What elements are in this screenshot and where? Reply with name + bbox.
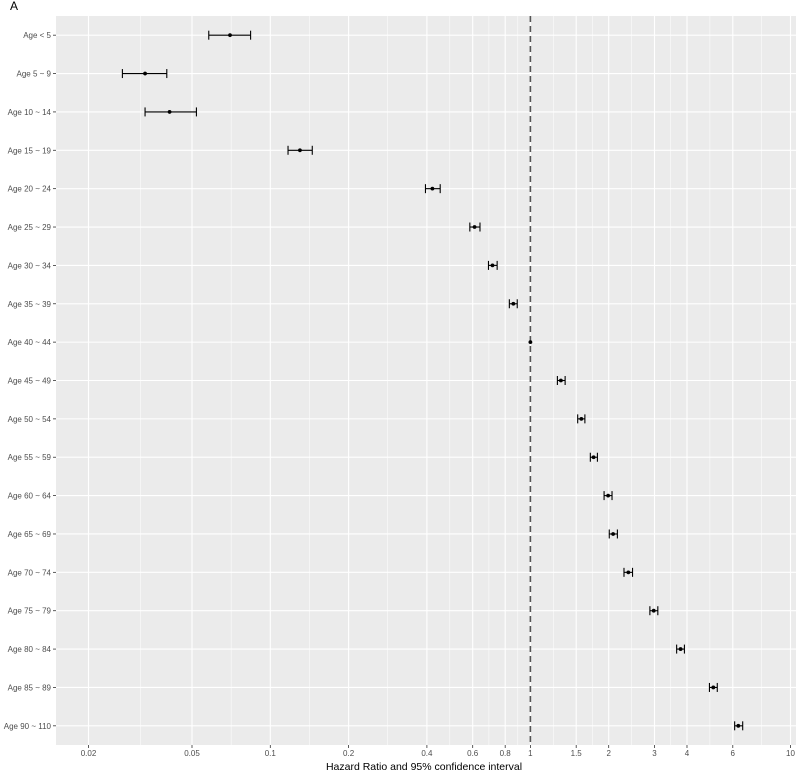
y-tick-label: Age < 5 <box>23 31 51 40</box>
y-tick-label: Age 25 ~ 29 <box>8 223 52 232</box>
y-tick-label: Age 40 ~ 44 <box>8 338 52 347</box>
x-tick-label: 0.4 <box>421 749 433 758</box>
x-tick-label: 6 <box>731 749 736 758</box>
x-tick-label: 0.6 <box>467 749 479 758</box>
grid-layer <box>56 16 796 745</box>
point-estimate <box>678 647 683 651</box>
x-tick-label: 0.8 <box>500 749 512 758</box>
point-estimate <box>606 493 611 498</box>
point-estimate <box>626 570 631 575</box>
y-tick-label: Age 80 ~ 84 <box>8 645 52 654</box>
y-tick-label: Age 45 ~ 49 <box>8 377 52 386</box>
point-estimate <box>298 148 302 153</box>
point-estimate <box>511 301 516 306</box>
point-estimate <box>736 723 741 728</box>
point-estimate <box>490 263 495 268</box>
y-tick-label: Age 75 ~ 79 <box>8 607 52 616</box>
x-tick-label: 0.1 <box>265 749 277 758</box>
y-tick-label: Age 70 ~ 74 <box>8 568 52 577</box>
mark-layer <box>121 30 744 731</box>
point-estimate <box>611 532 616 536</box>
x-tick-label: 0.2 <box>343 749 355 758</box>
y-tick-label: Age 90 ~ 110 <box>4 722 52 731</box>
y-tick-label: Age 20 ~ 24 <box>8 185 52 194</box>
x-tick-label: 2 <box>606 749 611 758</box>
x-tick-label: 0.05 <box>184 749 200 758</box>
y-tick-label: Age 5 ~ 9 <box>17 70 52 79</box>
y-tick-label: Age 30 ~ 34 <box>8 261 52 270</box>
point-estimate <box>143 71 147 76</box>
point-estimate <box>651 608 656 613</box>
x-tick-label: 4 <box>685 749 690 758</box>
point-estimate <box>591 455 596 460</box>
x-axis-title: Hazard Ratio and 95% confidence interval <box>326 761 522 773</box>
y-tick-label: Age 50 ~ 54 <box>8 415 52 424</box>
x-tick-label: 10 <box>786 749 795 758</box>
y-tick-label: Age 65 ~ 69 <box>8 530 52 539</box>
y-axis: Age < 5 Age 5 ~ 9 Age 10 ~ 14 Age 15 ~ 19 Ag… <box>4 31 56 731</box>
x-tick-label: 0.02 <box>81 749 97 758</box>
x-tick-label: 3 <box>652 749 657 758</box>
point-estimate <box>430 186 435 191</box>
y-tick-label: Age 35 ~ 39 <box>8 300 52 309</box>
x-axis: 0.02 0.05 0.1 0.2 0.4 0.6 0.8 1 1.5 2 3 4 6 10 <box>81 745 795 758</box>
y-tick-label: Age 55 ~ 59 <box>8 453 52 462</box>
y-tick-label: Age 10 ~ 14 <box>8 108 52 117</box>
x-tick-label: 1 <box>528 749 533 758</box>
point-estimate <box>558 378 563 383</box>
y-tick-label: Age 15 ~ 19 <box>8 146 52 155</box>
y-tick-label: Age 85 ~ 89 <box>8 683 52 692</box>
point-estimate <box>472 225 477 229</box>
point-estimate <box>711 685 716 690</box>
x-tick-label: 1.5 <box>571 749 583 758</box>
panel-tag: A <box>10 0 19 13</box>
y-tick-label: Age 60 ~ 64 <box>8 492 52 501</box>
point-estimate <box>579 416 584 421</box>
point-estimate <box>167 110 172 114</box>
point-estimate <box>228 33 232 38</box>
point-estimate <box>528 340 533 345</box>
